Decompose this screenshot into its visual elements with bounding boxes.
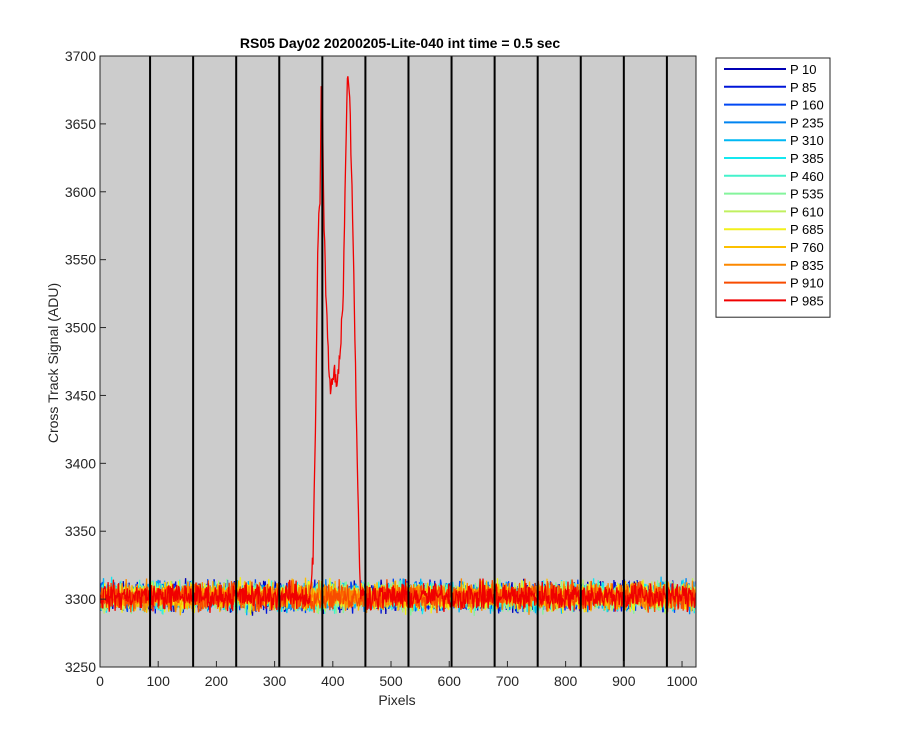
y-tick-label: 3550 <box>65 252 96 268</box>
legend-entry: P 10 <box>790 62 817 77</box>
legend-entry: P 835 <box>790 258 824 273</box>
plot-border <box>99 55 697 668</box>
y-tick-label: 3600 <box>65 184 96 200</box>
y-tick-label: 3700 <box>65 48 96 64</box>
y-tick-label: 3500 <box>65 320 96 336</box>
y-tick-label: 3300 <box>65 591 96 607</box>
x-tick-label: 1000 <box>666 673 697 689</box>
plot-background <box>100 56 696 667</box>
legend-entry: P 310 <box>790 133 824 148</box>
legend-entry: P 685 <box>790 222 824 237</box>
legend-entry: P 535 <box>790 187 824 202</box>
x-tick-label: 600 <box>438 673 462 689</box>
x-tick-label: 0 <box>96 673 104 689</box>
x-tick-label: 100 <box>147 673 171 689</box>
legend-entry: P 610 <box>790 204 824 219</box>
legend-entry: P 910 <box>790 276 824 291</box>
y-tick-label: 3450 <box>65 387 96 403</box>
x-tick-label: 400 <box>321 673 345 689</box>
y-tick-label: 3350 <box>65 523 96 539</box>
y-tick-label: 3650 <box>65 116 96 132</box>
x-tick-label: 800 <box>554 673 578 689</box>
plot-area <box>99 55 697 668</box>
x-tick-label: 300 <box>263 673 287 689</box>
legend-entry: P 235 <box>790 115 824 130</box>
y-tick-label: 3400 <box>65 455 96 471</box>
legend-entry: P 385 <box>790 151 824 166</box>
legend-entry: P 760 <box>790 240 824 255</box>
legend-entry: P 985 <box>790 293 824 308</box>
x-axis: 0 100 200 300 400 500 600 700 800 900 1000 <box>96 661 698 689</box>
series-line-p985 <box>100 76 696 613</box>
x-axis-label: Pixels <box>378 692 415 708</box>
x-tick-label: 200 <box>205 673 229 689</box>
y-axis-label: Cross Track Signal (ADU) <box>45 283 61 443</box>
y-axis: 3250 3300 3350 3400 3450 3500 3550 3600 3650 3700 <box>65 48 106 675</box>
x-tick-label: 700 <box>496 673 520 689</box>
legend-entry: P 160 <box>790 98 824 113</box>
chart-title: RS05 Day02 20200205-Lite-040 int time = … <box>240 35 560 51</box>
x-tick-label: 500 <box>379 673 403 689</box>
legend: P 10 P 85 P 160 P 235 P 310 P 385 P 460 P 535 P … <box>715 57 831 318</box>
y-tick-label: 3250 <box>65 659 96 675</box>
x-tick-label: 900 <box>612 673 636 689</box>
legend-box <box>715 57 831 318</box>
legend-entry: P 85 <box>790 80 817 95</box>
legend-entry: P 460 <box>790 169 824 184</box>
